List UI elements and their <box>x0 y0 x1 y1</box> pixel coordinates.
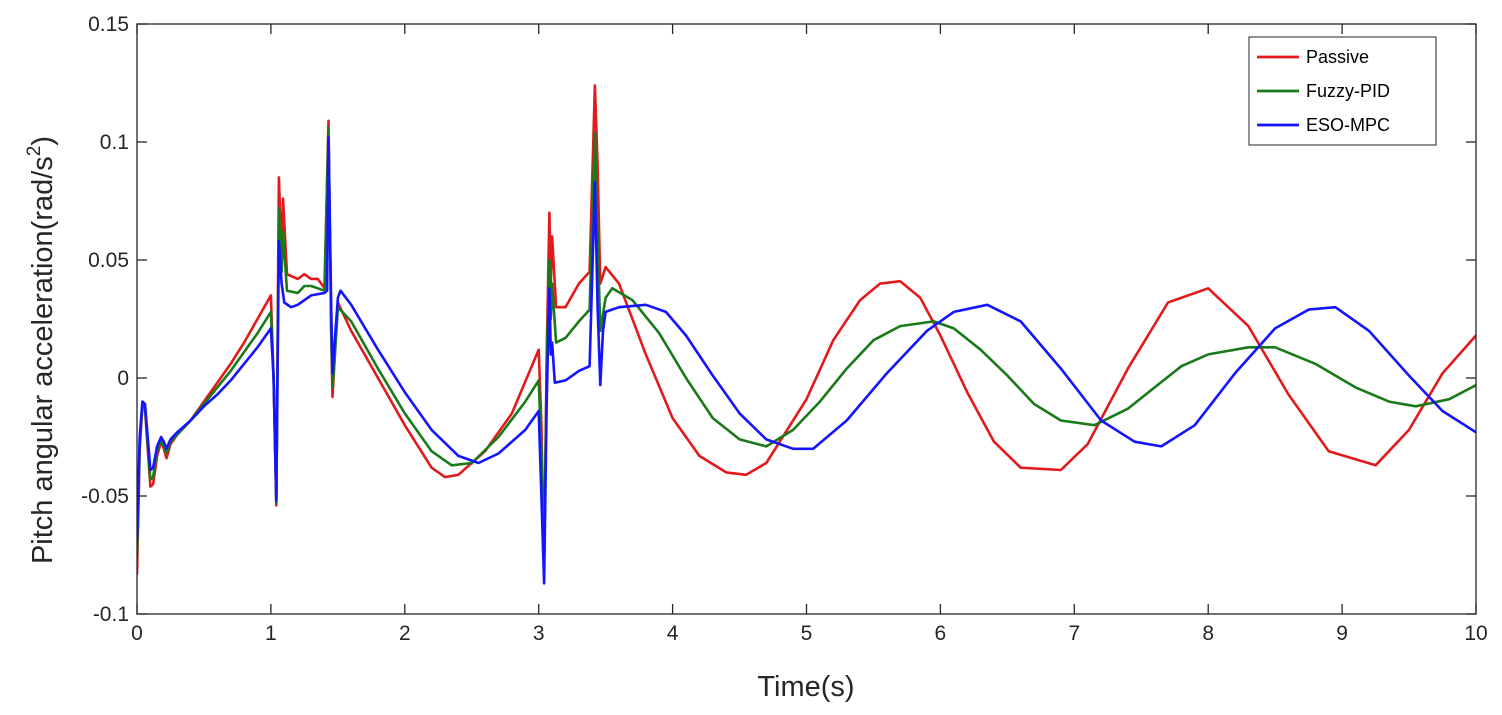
x-tick-label: 3 <box>533 622 545 645</box>
x-tick-label: 0 <box>131 622 143 645</box>
legend-label: Fuzzy-PID <box>1306 81 1390 101</box>
y-tick-label: 0.1 <box>100 131 129 154</box>
x-tick-label: 8 <box>1202 622 1214 645</box>
legend: Passive Fuzzy-PID ESO-MPC <box>1248 36 1437 146</box>
series-line-0 <box>137 84 1476 576</box>
x-tick-label: 2 <box>399 622 411 645</box>
series-line-2 <box>137 136 1476 585</box>
x-tick-label: 7 <box>1068 622 1080 645</box>
x-tick-label: 10 <box>1464 622 1487 645</box>
y-tick-label: 0.15 <box>88 13 129 36</box>
y-tick-label: 0 <box>117 367 129 390</box>
axes: 0 1 2 3 4 5 6 7 8 9 10 -0.1 -0.05 0 0.05 0.1 0.15 <box>81 13 1488 645</box>
x-tick-label: 1 <box>265 622 277 645</box>
plot-area <box>137 84 1476 585</box>
x-tick-label: 9 <box>1336 622 1348 645</box>
y-tick-label: -0.05 <box>81 485 129 508</box>
y-tick-label: 0.05 <box>88 249 129 272</box>
y-tick-label: -0.1 <box>93 603 129 626</box>
legend-label: Passive <box>1306 47 1369 67</box>
legend-label: ESO-MPC <box>1306 115 1390 135</box>
x-tick-label: 6 <box>935 622 947 645</box>
x-tick-label: 4 <box>667 622 679 645</box>
x-axis-title: Time(s) <box>757 671 854 703</box>
x-tick-label: 5 <box>801 622 813 645</box>
y-axis-title: Pitch angular acceleration(rad/s2) <box>24 136 59 564</box>
series-line-1 <box>137 126 1476 569</box>
